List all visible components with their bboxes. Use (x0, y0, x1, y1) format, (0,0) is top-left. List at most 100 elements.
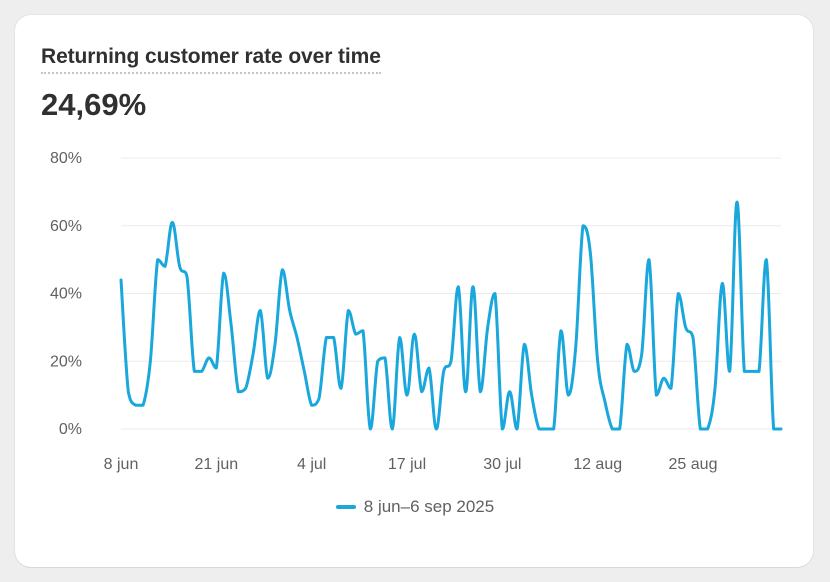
data-point[interactable] (338, 385, 344, 391)
data-point[interactable] (492, 291, 498, 297)
data-point[interactable] (763, 257, 769, 263)
data-point[interactable] (404, 392, 410, 398)
data-point[interactable] (705, 426, 711, 432)
data-point[interactable] (419, 389, 425, 395)
y-tick-label: 80% (50, 150, 82, 167)
data-point[interactable] (353, 331, 359, 337)
data-point[interactable] (507, 389, 513, 395)
data-point[interactable] (477, 389, 483, 395)
data-point[interactable] (426, 365, 432, 371)
data-point[interactable] (169, 219, 175, 225)
data-point[interactable] (771, 426, 777, 432)
data-point[interactable] (257, 307, 263, 313)
data-point[interactable] (485, 324, 491, 330)
data-point[interactable] (536, 426, 542, 432)
data-point[interactable] (441, 368, 447, 374)
data-point[interactable] (147, 358, 153, 364)
data-point[interactable] (712, 385, 718, 391)
chart-legend[interactable]: 8 jun–6 sep 2025 (0, 497, 830, 517)
data-point[interactable] (639, 351, 645, 357)
data-point[interactable] (529, 392, 535, 398)
data-point[interactable] (133, 402, 139, 408)
data-point[interactable] (301, 368, 307, 374)
data-point[interactable] (653, 392, 659, 398)
data-point[interactable] (272, 341, 278, 347)
data-point[interactable] (683, 324, 689, 330)
data-point[interactable] (206, 355, 212, 361)
data-point[interactable] (734, 199, 740, 205)
data-point[interactable] (558, 328, 564, 334)
data-point[interactable] (617, 426, 623, 432)
card-title[interactable]: Returning customer rate over time (41, 45, 381, 74)
data-point[interactable] (279, 267, 285, 273)
data-point[interactable] (228, 321, 234, 327)
data-point[interactable] (521, 341, 527, 347)
data-point[interactable] (587, 250, 593, 256)
data-point[interactable] (756, 368, 762, 374)
data-point[interactable] (609, 426, 615, 432)
data-point[interactable] (411, 331, 417, 337)
data-point[interactable] (309, 402, 315, 408)
data-point[interactable] (199, 368, 205, 374)
data-point[interactable] (125, 389, 131, 395)
data-point[interactable] (719, 280, 725, 286)
x-tick-label: 17 jul (388, 456, 426, 473)
data-point[interactable] (155, 257, 161, 263)
data-point[interactable] (118, 277, 124, 283)
data-point[interactable] (741, 368, 747, 374)
data-point[interactable] (595, 358, 601, 364)
data-point[interactable] (624, 341, 630, 347)
data-point[interactable] (749, 368, 755, 374)
data-point[interactable] (514, 426, 520, 432)
returning-customer-rate-card: Returning customer rate over time 24,69% (15, 15, 813, 567)
x-tick-label: 4 jul (297, 456, 326, 473)
data-point[interactable] (213, 365, 219, 371)
data-point[interactable] (573, 345, 579, 351)
data-point[interactable] (162, 263, 168, 269)
data-point[interactable] (191, 368, 197, 374)
data-point[interactable] (265, 375, 271, 381)
data-point[interactable] (668, 385, 674, 391)
data-point[interactable] (543, 426, 549, 432)
data-point[interactable] (551, 426, 557, 432)
data-point[interactable] (345, 307, 351, 313)
data-point[interactable] (375, 358, 381, 364)
data-point[interactable] (727, 368, 733, 374)
data-point[interactable] (235, 389, 241, 395)
data-point[interactable] (580, 223, 586, 229)
data-point[interactable] (397, 335, 403, 341)
data-point[interactable] (221, 270, 227, 276)
series-layer (118, 199, 784, 432)
data-point[interactable] (177, 263, 183, 269)
data-point[interactable] (287, 307, 293, 313)
data-point[interactable] (448, 358, 454, 364)
data-point[interactable] (631, 368, 637, 374)
data-point[interactable] (690, 335, 696, 341)
data-point[interactable] (294, 335, 300, 341)
data-point[interactable] (463, 389, 469, 395)
data-point[interactable] (243, 385, 249, 391)
data-point[interactable] (140, 402, 146, 408)
data-point[interactable] (382, 355, 388, 361)
data-point[interactable] (184, 274, 190, 280)
x-tick-label: 8 jun (104, 456, 139, 473)
data-point[interactable] (323, 335, 329, 341)
data-point[interactable] (778, 426, 784, 432)
data-point[interactable] (433, 426, 439, 432)
data-point[interactable] (360, 328, 366, 334)
series-line[interactable] (119, 200, 783, 431)
data-point[interactable] (602, 399, 608, 405)
data-point[interactable] (331, 335, 337, 341)
data-point[interactable] (565, 392, 571, 398)
data-point[interactable] (499, 426, 505, 432)
data-point[interactable] (697, 426, 703, 432)
data-point[interactable] (316, 396, 322, 402)
data-point[interactable] (661, 375, 667, 381)
data-point[interactable] (250, 351, 256, 357)
data-point[interactable] (470, 284, 476, 290)
data-point[interactable] (455, 284, 461, 290)
data-point[interactable] (389, 426, 395, 432)
data-point[interactable] (367, 426, 373, 432)
data-point[interactable] (675, 291, 681, 297)
data-point[interactable] (646, 257, 652, 263)
